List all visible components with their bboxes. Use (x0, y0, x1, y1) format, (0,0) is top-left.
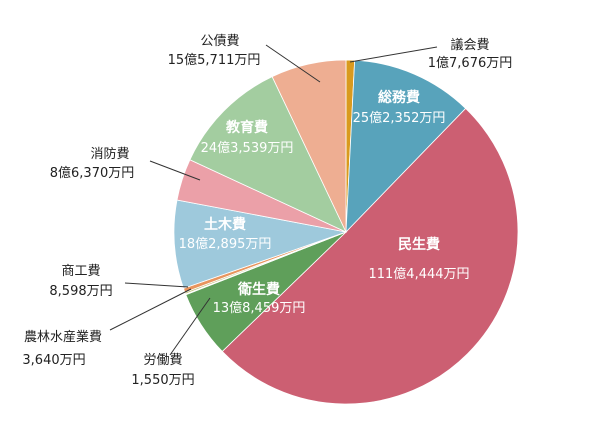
label-kyouikuhi-name: 教育費 (226, 119, 268, 136)
leader-line-nourinhi (109, 288, 192, 331)
pie-slice-10 (271, 59, 347, 233)
label-nourinhi-value: 3,640万円 (22, 353, 85, 368)
label-minseihi-name: 民生費 (398, 236, 440, 253)
leader-line-roudouhi (169, 297, 211, 356)
leader-line-gikaihi (349, 46, 438, 63)
label-nourinhi-name: 農林水産業費 (24, 329, 102, 345)
label-shoukouhi-value: 8,598万円 (49, 284, 112, 299)
pie-slice-2 (221, 107, 519, 405)
label-gikaihi-value: 1億7,676万円 (428, 55, 513, 71)
label-roudouhi-value: 1,550万円 (131, 373, 194, 388)
label-shoukouhi-name: 商工費 (61, 264, 100, 279)
label-eiseihi-name: 衛生費 (237, 281, 280, 298)
label-gikaihi-name: 議会費 (450, 38, 489, 53)
pie-slice-9 (189, 76, 347, 233)
label-soumuhi-value: 25億2,352万円 (353, 110, 446, 126)
label-soumuhi-name: 総務費 (378, 89, 420, 106)
leader-line-shoukouhi (124, 282, 189, 288)
label-eiseihi-value: 13億8,459万円 (213, 300, 306, 316)
leader-line-shouboohi (149, 160, 201, 181)
leader-lines (109, 44, 438, 356)
label-dobokuhi-name: 土木費 (204, 216, 246, 233)
label-kyouikuhi-value: 24億3,539万円 (201, 140, 294, 156)
slice-labels: 総務費 25億2,352万円 民生費 111億4,444万円 衛生費 13億8,… (22, 34, 512, 388)
leader-line-kousaihi (265, 44, 321, 83)
pie-slices (173, 59, 519, 405)
label-shouboohi-name: 消防費 (90, 146, 129, 162)
label-minseihi-value: 111億4,444万円 (368, 266, 469, 282)
label-roudouhi-name: 労働費 (143, 353, 182, 368)
label-kousaihi-name: 公債費 (200, 34, 239, 49)
label-shouboohi-value: 8億6,370万円 (50, 165, 135, 181)
pie-slice-1 (345, 59, 467, 234)
label-kousaihi-value: 15億5,711万円 (168, 52, 261, 68)
label-dobokuhi-value: 18億2,895万円 (179, 236, 272, 252)
